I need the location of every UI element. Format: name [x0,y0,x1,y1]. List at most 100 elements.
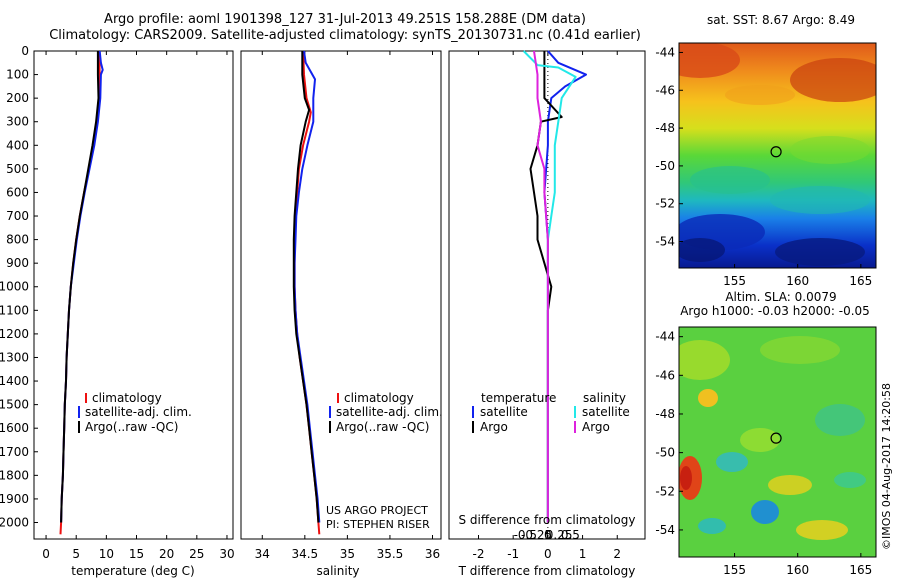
lat-tick-label: -52 [655,197,675,211]
lon-tick-label: 160 [786,274,809,288]
x-tick-label: 36 [425,547,440,561]
salinity-legend: climatology satellite-adj. clim. Argo(..… [329,391,443,434]
s-difference-x-label: S difference from climatology [459,513,636,527]
x-tick-label: 35.5 [377,547,404,561]
depth-tick-label: 1100 [0,303,29,317]
temperature-panel: 0100200300400500600700800900100011001200… [0,44,235,578]
sla-latitude-ticks: -44 -46 -48 -50 -52 -54 [655,330,683,537]
lon-tick-label: 165 [849,274,872,288]
t-difference-tick-labels: -2 -1 0 1 2 [473,51,621,561]
x-tick-label: 15 [129,547,144,561]
series-line-argo-raw-qc- [60,51,100,523]
temperature-x-label: temperature (deg C) [71,564,194,578]
x-tick-label: 30 [219,547,234,561]
sla-longitude-ticks: 155 160 165 [723,553,872,577]
depth-tick-label: 1500 [0,398,29,412]
x-tick-label: 25 [189,547,204,561]
x-tick-label: 0 [42,547,50,561]
argo-position-marker [770,432,782,444]
lon-tick-label: 155 [723,563,746,577]
lat-tick-label: -50 [655,446,675,460]
legend-label-satellite: satellite-adj. clim. [85,405,192,419]
x-tick-label: -2 [473,547,485,561]
depth-tick-label: 300 [6,115,29,129]
depth-tick-label: 1900 [0,492,29,506]
depth-tick-label: 1300 [0,350,29,364]
depth-tick-labels: 0 100 200 300 400 500 600 700 800 900 1000 1100 1200… [0,44,38,529]
sla-map-panel: Altim. SLA: 0.0079 Argo h1000: -0.03 h20… [655,290,877,577]
lon-tick-label: 155 [723,274,746,288]
series-line-temperature-argo [529,51,563,523]
salinity-x-label: salinity [316,564,359,578]
lat-tick-label: -54 [655,523,675,537]
lon-tick-label: 160 [786,563,809,577]
lat-tick-label: -46 [655,368,675,382]
depth-tick-label: 1800 [0,468,29,482]
legend-header-temperature: temperature [481,391,556,405]
s-difference-tick-label: 0.25 [546,528,573,542]
depth-tick-label: 1600 [0,421,29,435]
lat-tick-label: -48 [655,121,675,135]
depth-tick-label: 700 [6,209,29,223]
depth-tick-label: 100 [6,68,29,82]
legend-header-salinity: salinity [583,391,626,405]
depth-tick-label: 400 [6,138,29,152]
depth-tick-label: 200 [6,91,29,105]
series-line-argo-raw-qc- [292,51,320,523]
legend-label-salinity-argo: Argo [582,420,610,434]
sla-map-subtitle: Argo h1000: -0.03 h2000: -0.05 [680,304,870,318]
series-line-salinity-argo [533,50,549,523]
sst-map-frame [678,42,877,269]
difference-profiles [522,50,587,523]
lon-tick-label: 165 [849,563,872,577]
lat-tick-label: -44 [655,330,675,344]
legend-label-climatology: climatology [344,391,414,405]
sst-map-image [679,43,876,268]
depth-tick-label: 500 [6,162,29,176]
x-tick-label: 5 [72,547,80,561]
x-tick-label: -1 [507,547,519,561]
depth-tick-label: 1200 [0,327,29,341]
lat-tick-label: -52 [655,484,675,498]
salinity-tick-labels: 34 34.5 35 35.5 36 [255,51,440,561]
series-line-climatology [293,50,321,535]
lat-tick-label: -50 [655,159,675,173]
depth-tick-label: 800 [6,233,29,247]
sla-map-frame [678,326,877,558]
project-annotation: US ARGO PROJECT [326,504,428,517]
x-tick-label: 34.5 [291,547,318,561]
temperature-legend: climatology satellite-adj. clim. Argo(..… [78,391,192,434]
temperature-axes-frame [33,50,234,540]
series-line-satellite-adj-clim- [293,50,321,523]
figure-title-line-2: Climatology: CARS2009. Satellite-adjuste… [49,28,641,43]
argo-position-marker [770,146,782,158]
depth-tick-label: 900 [6,256,29,270]
s-difference-tick-label: -0.25 [521,528,552,542]
x-tick-label: 34 [255,547,270,561]
sst-map-panel: sat. SST: 8.67 Argo: 8.49 155 160 165 -44-… [655,13,877,288]
legend-label-argo: Argo(..raw -QC) [336,420,429,434]
t-difference-x-label: T difference from climatology [458,564,636,578]
depth-tick-label: 0 [21,44,29,58]
s-difference-tick-label: 0 [544,528,552,542]
series-line-climatology [59,50,101,535]
lat-tick-label: -54 [655,235,675,249]
legend-label-argo: Argo(..raw -QC) [85,420,178,434]
x-tick-label: 10 [99,547,114,561]
salinity-axes-frame [240,50,442,540]
figure-title-line-1: Argo profile: aoml 1901398_127 31-Jul-20… [104,12,586,27]
lat-tick-label: -48 [655,407,675,421]
x-tick-label: 1 [579,547,587,561]
difference-axes-frame [448,50,646,540]
x-tick-label: 35 [340,547,355,561]
depth-tick-label: 1700 [0,445,29,459]
legend-label-climatology: climatology [92,391,162,405]
s-difference-tick-label: 0.5 [561,528,580,542]
difference-legend-temperature: temperature satellite Argo [472,391,556,434]
x-tick-label: 2 [613,547,621,561]
sst-map-title: sat. SST: 8.67 Argo: 8.49 [707,13,855,27]
sst-longitude-ticks: 155 160 165 [723,264,872,288]
